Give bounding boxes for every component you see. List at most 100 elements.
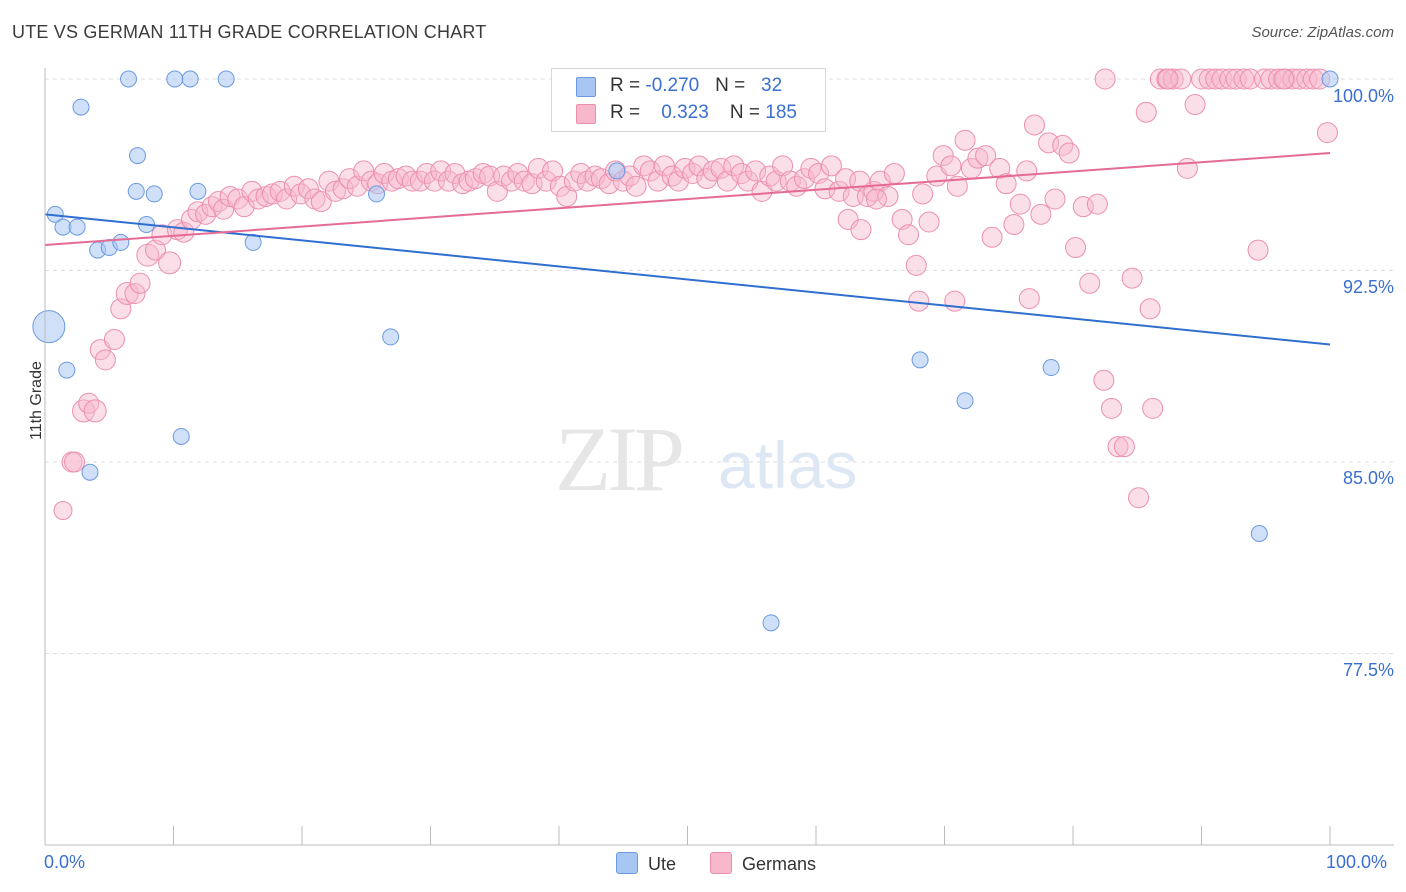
german-point: [1139, 298, 1161, 320]
ute-legend-swatch: [616, 852, 638, 874]
german-point: [219, 185, 241, 207]
y-tick-label: 100.0%: [1332, 86, 1394, 106]
german-point: [975, 145, 997, 167]
bottom-legend-german: Germans: [710, 852, 816, 875]
ute-point: [189, 182, 207, 200]
german-point: [124, 282, 146, 304]
german-point: [1121, 267, 1143, 289]
german-r-label: R =: [610, 102, 646, 123]
german-point: [1316, 122, 1338, 144]
german-point: [387, 168, 409, 190]
german-point: [129, 272, 151, 294]
german-point: [247, 188, 269, 210]
ute-series: [32, 70, 1339, 632]
german-point: [64, 451, 86, 473]
german-point: [793, 168, 815, 190]
y-tick-label: 77.5%: [1342, 660, 1394, 680]
ute-r-label: R =: [610, 75, 646, 96]
german-trend-line: [44, 152, 1331, 246]
german-point: [772, 155, 794, 177]
german-point: [310, 191, 332, 213]
german-point: [1086, 193, 1108, 215]
german-point: [513, 170, 535, 192]
german-point: [946, 175, 968, 197]
ute-point: [1321, 70, 1339, 88]
german-point: [233, 196, 255, 218]
x-tick-label-min: 0.0%: [44, 852, 86, 872]
german-legend-label: Germans: [742, 854, 817, 874]
german-point: [1157, 68, 1179, 90]
german-n-label: N =: [729, 102, 766, 123]
german-point: [625, 175, 647, 197]
german-point: [527, 157, 549, 179]
german-point: [1101, 397, 1123, 419]
german-point: [954, 129, 976, 151]
german-point: [1149, 68, 1171, 90]
german-point: [1184, 94, 1206, 116]
ute-point: [120, 70, 138, 88]
ute-point: [58, 361, 76, 379]
german-point: [710, 157, 732, 179]
ute-point: [762, 614, 780, 632]
ute-point: [166, 70, 184, 88]
german-series: [53, 68, 1338, 521]
german-point: [967, 147, 989, 169]
watermark: ZIP atlas: [555, 408, 857, 510]
german-point: [1016, 160, 1038, 182]
german-point: [1044, 188, 1066, 210]
german-point: [918, 211, 940, 233]
german-point: [89, 339, 111, 361]
german-legend-swatch: [710, 852, 732, 874]
ute-point: [911, 351, 929, 369]
german-point: [820, 155, 842, 177]
ute-point: [81, 463, 99, 481]
ute-point: [127, 182, 145, 200]
german-point: [912, 183, 934, 205]
german-point: [1273, 68, 1295, 90]
x-tick-label-max: 100.0%: [1326, 852, 1388, 872]
chart-title: UTE VS GERMAN 11TH GRADE CORRELATION CHA…: [12, 22, 487, 42]
german-point: [542, 160, 564, 182]
german-point: [1198, 68, 1220, 90]
ute-swatch: [576, 77, 596, 97]
ute-point: [368, 185, 386, 203]
german-point: [549, 175, 571, 197]
german-point: [745, 160, 767, 182]
stats-legend: R = -0.270 N = 32 R = 0.323 N = 185: [551, 68, 826, 132]
german-point: [1296, 68, 1318, 90]
german-point: [1079, 272, 1101, 294]
ute-trend-line: [44, 213, 1331, 346]
german-point: [1058, 142, 1080, 164]
german-point: [995, 173, 1017, 195]
trend-lines: [44, 152, 1331, 346]
german-point: [1247, 239, 1269, 261]
ute-point: [68, 218, 86, 236]
ute-point: [217, 70, 235, 88]
german-point: [1038, 132, 1060, 154]
german-point: [865, 188, 887, 210]
ute-point: [112, 233, 130, 251]
german-point: [837, 208, 859, 230]
ute-n-label: N =: [715, 75, 751, 96]
ute-point: [129, 147, 147, 165]
german-point: [1094, 68, 1116, 90]
german-point: [702, 160, 724, 182]
german-point: [1030, 203, 1052, 225]
german-point: [1142, 397, 1164, 419]
german-point: [1018, 288, 1040, 310]
german-point: [1128, 487, 1150, 509]
german-point: [828, 180, 850, 202]
german-point: [94, 349, 116, 371]
ute-point: [244, 233, 262, 251]
watermark-atlas: atlas: [718, 428, 857, 502]
german-point: [1170, 68, 1192, 90]
german-point: [276, 188, 298, 210]
ute-point: [54, 218, 72, 236]
german-point: [908, 290, 930, 312]
ute-point: [172, 427, 190, 445]
ute-point: [32, 310, 66, 344]
german-point: [556, 185, 578, 207]
german-point: [1065, 237, 1087, 259]
german-point: [1072, 196, 1094, 218]
german-point: [297, 178, 319, 200]
